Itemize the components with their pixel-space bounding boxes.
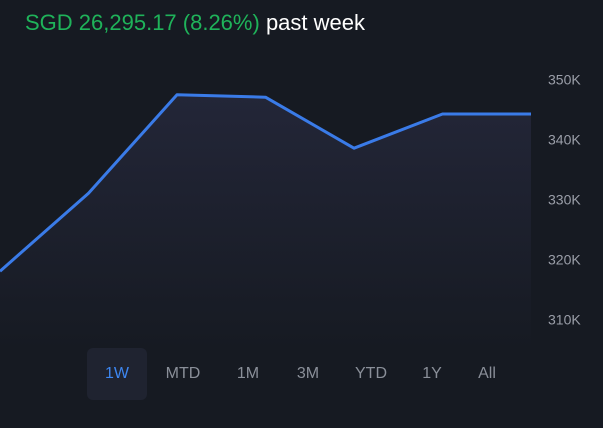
change: SGD 26,295.17 (8.26%) xyxy=(25,10,260,35)
y-tick-label: 310K xyxy=(548,312,581,328)
y-tick-label: 330K xyxy=(548,192,581,208)
tab[interactable]: 1M xyxy=(236,365,260,382)
tab[interactable]: 1W xyxy=(87,348,147,400)
period: past week xyxy=(265,10,365,35)
tab[interactable]: 1Y xyxy=(422,365,442,382)
area xyxy=(0,94,531,352)
tab[interactable]: All xyxy=(478,365,496,382)
y-tick-label: 320K xyxy=(548,252,581,268)
header: SGD 26,295.17 (8.26%) past week xyxy=(25,10,365,36)
y-tick-label: 340K xyxy=(548,132,581,148)
y-tick-label: 350K xyxy=(548,72,581,88)
line xyxy=(0,93,531,273)
tab[interactable]: 3M xyxy=(296,365,320,382)
tab[interactable]: MTD xyxy=(165,365,201,382)
tab[interactable]: YTD xyxy=(355,365,387,382)
